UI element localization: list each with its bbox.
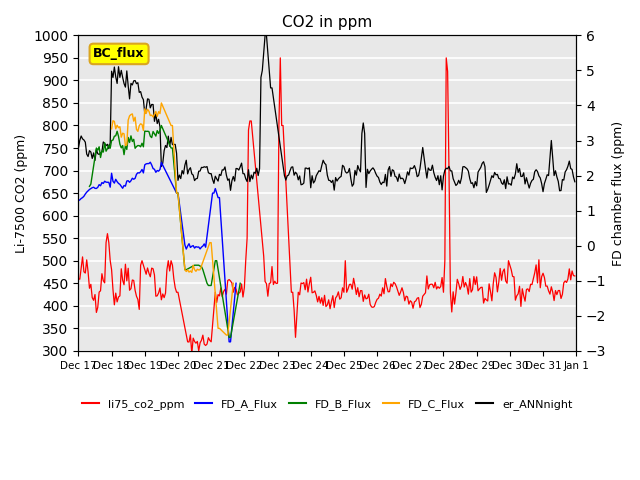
Text: BC_flux: BC_flux bbox=[93, 48, 145, 60]
Legend: li75_co2_ppm, FD_A_Flux, FD_B_Flux, FD_C_Flux, er_ANNnight: li75_co2_ppm, FD_A_Flux, FD_B_Flux, FD_C… bbox=[77, 395, 577, 415]
Y-axis label: Li-7500 CO2 (ppm): Li-7500 CO2 (ppm) bbox=[15, 133, 28, 252]
Y-axis label: FD chamber flux (ppm): FD chamber flux (ppm) bbox=[612, 120, 625, 265]
Title: CO2 in ppm: CO2 in ppm bbox=[282, 15, 372, 30]
